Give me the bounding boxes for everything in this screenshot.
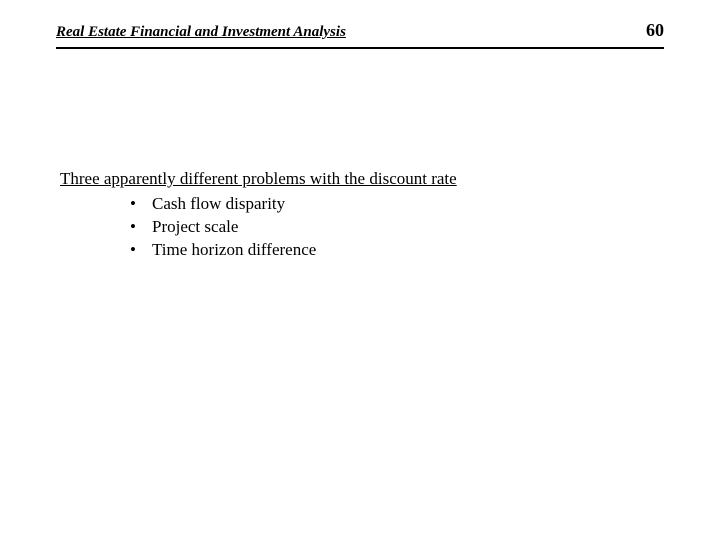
bullet-text: Time horizon difference: [152, 240, 316, 259]
list-item: Project scale: [130, 216, 660, 239]
page-header: Real Estate Financial and Investment Ana…: [56, 0, 664, 49]
list-item: Cash flow disparity: [130, 193, 660, 216]
section-title: Three apparently different problems with…: [60, 169, 660, 189]
header-container: Real Estate Financial and Investment Ana…: [28, 0, 692, 49]
document-title: Real Estate Financial and Investment Ana…: [56, 24, 346, 41]
page-number: 60: [646, 20, 664, 41]
bullet-list: Cash flow disparity Project scale Time h…: [60, 193, 660, 262]
bullet-text: Project scale: [152, 217, 238, 236]
list-item: Time horizon difference: [130, 239, 660, 262]
bullet-text: Cash flow disparity: [152, 194, 285, 213]
page-content: Three apparently different problems with…: [0, 49, 720, 262]
